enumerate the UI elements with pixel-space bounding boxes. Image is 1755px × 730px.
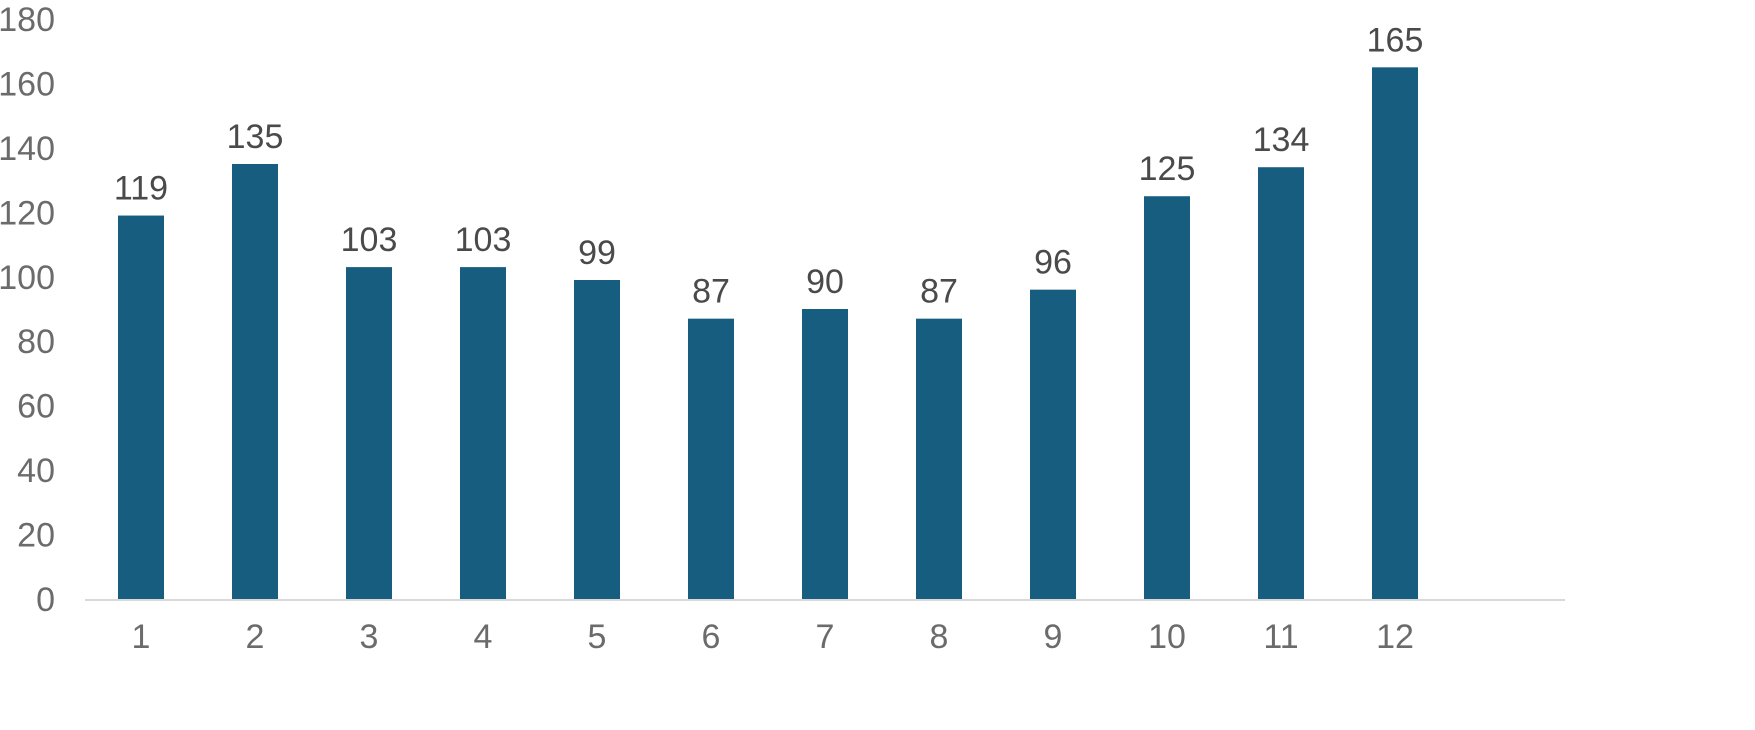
x-tick-label: 10 xyxy=(1148,618,1186,656)
bar xyxy=(232,164,278,599)
y-tick-label: 20 xyxy=(17,517,55,555)
data-label: 87 xyxy=(692,273,730,311)
x-tick-label: 11 xyxy=(1263,618,1298,656)
y-tick-label: 0 xyxy=(36,581,55,619)
y-tick-label: 80 xyxy=(17,323,55,361)
y-tick-label: 180 xyxy=(0,1,55,39)
y-tick-label: 140 xyxy=(0,130,55,168)
y-axis-ticks: 0 20 40 60 80 100 120 140 160 180 xyxy=(0,1,55,619)
data-label: 96 xyxy=(1034,244,1072,282)
x-tick-label: 12 xyxy=(1376,618,1414,656)
bar xyxy=(916,318,962,599)
bar xyxy=(802,309,848,599)
bar xyxy=(1144,196,1190,599)
data-label: 90 xyxy=(806,263,844,301)
data-label: 103 xyxy=(341,221,398,259)
y-tick-label: 60 xyxy=(17,388,55,426)
bar xyxy=(1258,167,1304,599)
bar xyxy=(574,280,620,599)
x-tick-label: 1 xyxy=(132,618,151,656)
bar xyxy=(118,215,164,600)
x-tick-label: 4 xyxy=(474,618,493,656)
data-label: 87 xyxy=(920,273,958,311)
x-tick-label: 5 xyxy=(588,618,607,656)
data-labels: 119 135 103 103 99 87 90 87 96 125 134 165 xyxy=(114,21,1423,310)
y-tick-label: 100 xyxy=(0,259,55,297)
y-tick-label: 40 xyxy=(17,452,55,490)
bars xyxy=(118,67,1418,600)
bar xyxy=(1372,67,1418,600)
bar xyxy=(1030,289,1076,599)
data-label: 134 xyxy=(1253,121,1310,159)
bar xyxy=(688,318,734,599)
x-axis-ticks: 1 2 3 4 5 6 7 8 9 10 11 12 xyxy=(132,618,1414,656)
x-tick-label: 8 xyxy=(930,618,949,656)
y-tick-label: 160 xyxy=(0,65,55,103)
bar xyxy=(460,267,506,599)
bar xyxy=(346,267,392,599)
data-label: 103 xyxy=(455,221,512,259)
data-label: 165 xyxy=(1367,21,1424,59)
x-tick-label: 2 xyxy=(246,618,265,656)
data-label: 135 xyxy=(227,118,284,156)
data-label: 125 xyxy=(1139,150,1196,188)
x-tick-label: 7 xyxy=(816,618,835,656)
x-tick-label: 9 xyxy=(1044,618,1063,656)
x-tick-label: 6 xyxy=(702,618,721,656)
data-label: 99 xyxy=(578,234,616,272)
y-tick-label: 120 xyxy=(0,194,55,232)
data-label: 119 xyxy=(114,170,168,208)
x-tick-label: 3 xyxy=(360,618,379,656)
